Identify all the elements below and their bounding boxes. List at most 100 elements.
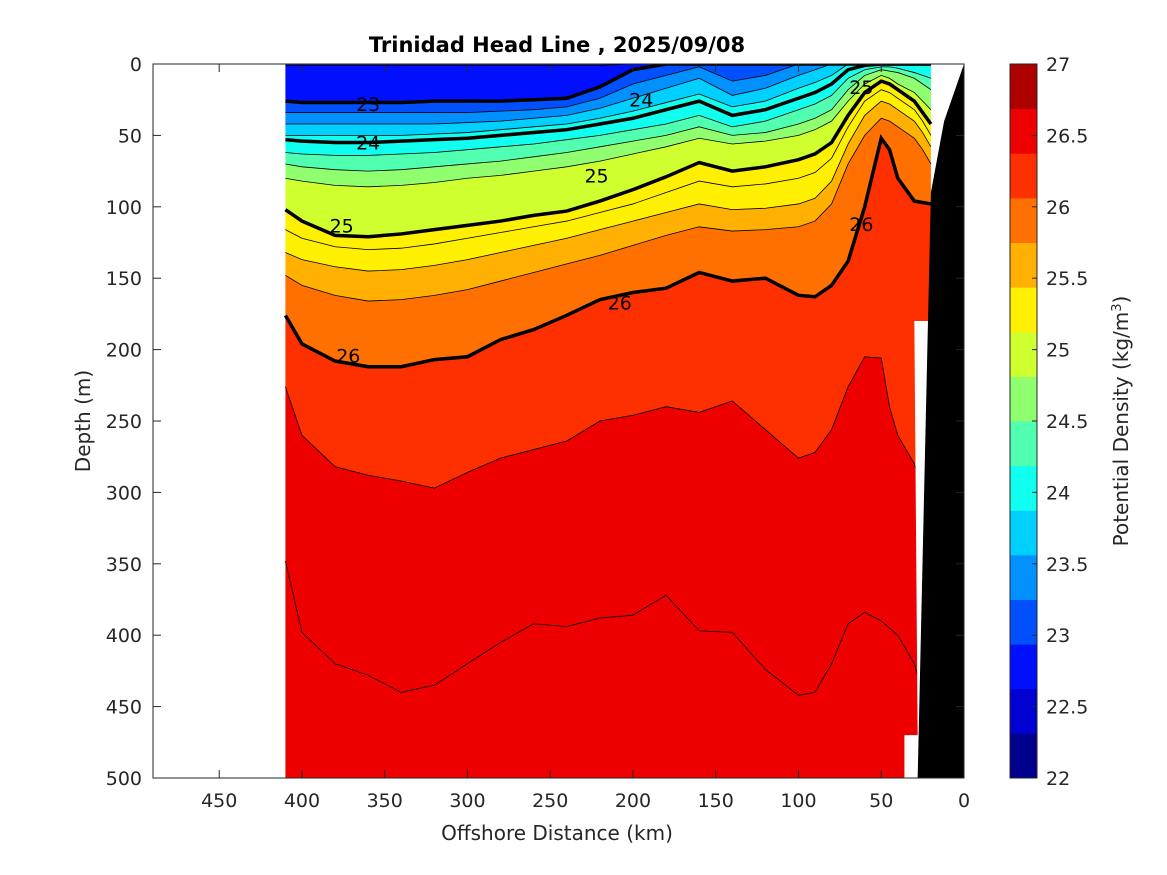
contour-label-26: 26: [849, 214, 873, 236]
isopycnal-26: [283, 134, 932, 369]
x-tick-label: 450: [201, 790, 237, 812]
x-tick-label: 100: [780, 790, 816, 812]
x-tick-label: 350: [367, 790, 403, 812]
colorbar-tick-label: 27: [1046, 54, 1070, 76]
x-tick-label: 0: [958, 790, 970, 812]
colorbar-segment: [1010, 510, 1037, 556]
x-tick-label: 300: [449, 790, 485, 812]
x-axis: 450 400 350 300 250 200 150 100 50 0: [201, 64, 970, 812]
density-band-23.5: [285, 64, 931, 136]
contour-label-26: 26: [336, 345, 360, 367]
colorbar-label-superscript: 3: [1110, 303, 1125, 311]
density-band-26.25: [285, 356, 931, 721]
y-tick-label: 150: [106, 268, 142, 290]
colorbar-segment: [1010, 554, 1037, 600]
y-tick-label: 0: [130, 54, 142, 76]
bathymetry-layer: [904, 64, 964, 778]
colorbar-segment: [1010, 108, 1037, 154]
density-band-24: [285, 64, 931, 156]
isopycnal-26.25: [285, 356, 932, 522]
contour-label-24: 24: [356, 133, 380, 155]
chart-title: Trinidad Head Line , 2025/09/08: [369, 33, 745, 57]
density-band-24.5: [285, 69, 931, 187]
y-tick-label: 50: [118, 125, 142, 147]
x-axis-label: Offshore Distance (km): [441, 821, 673, 845]
contour-label-25: 25: [849, 77, 873, 99]
contour-label-23: 23: [356, 94, 380, 116]
colorbar-segment: [1010, 64, 1037, 110]
density-band-25.5: [285, 101, 931, 302]
colorbar-tick-label: 23.5: [1046, 554, 1088, 576]
contour-label-25: 25: [584, 165, 608, 187]
colorbar-tick-label: 25: [1046, 340, 1070, 362]
colorbar-segment: [1010, 376, 1037, 422]
y-axis-label: Depth (m): [71, 370, 95, 472]
density-band-23.25: [285, 64, 931, 124]
isopycnal-24.5: [285, 69, 932, 172]
colorbar-segment: [1010, 421, 1037, 467]
density-band-25.75: [285, 118, 931, 367]
colorbar-segment: [1010, 688, 1037, 734]
x-tick-label: 400: [284, 790, 320, 812]
colorbar-label: Potential Density (kg/m3): [1109, 296, 1133, 547]
isopycnal-22.75: [285, 64, 931, 66]
contour-label-26: 26: [608, 292, 632, 314]
colorbar-segment: [1010, 197, 1037, 243]
isopycnal-24.25: [285, 66, 932, 156]
colorbar-tick-label: 26.5: [1046, 125, 1088, 147]
colorbar-segment: [1010, 331, 1037, 377]
colorbar-segment: [1010, 153, 1037, 199]
y-tick-label: 500: [106, 768, 142, 790]
density-band-26: [285, 138, 931, 521]
y-tick-label: 400: [106, 625, 142, 647]
sea-floor-shape: [917, 64, 964, 778]
isopycnal-25.25: [285, 89, 932, 251]
colorbar-label-end: ): [1109, 296, 1133, 304]
colorbar-tick-label: 25.5: [1046, 268, 1088, 290]
colorbar-segment: [1010, 242, 1037, 288]
colorbar-tick-label: 24.5: [1046, 411, 1088, 433]
contour-label-layer: 23 24 25 26 24 25 26 26 25: [330, 77, 874, 367]
x-tick-label: 250: [532, 790, 568, 812]
isopycnal-23.25: [285, 64, 931, 113]
colorbar-tick-label: 23: [1046, 625, 1070, 647]
contour-label-24: 24: [629, 90, 653, 112]
density-band-25: [285, 81, 931, 250]
y-tick-label: 300: [106, 482, 142, 504]
colorbar-tick-label: 22: [1046, 768, 1070, 790]
isopycnal-25.5: [285, 100, 932, 272]
colorbar-tick-label: 22.5: [1046, 697, 1088, 719]
isopycnal-23: [285, 64, 931, 105]
x-tick-label: 150: [698, 790, 734, 812]
y-tick-label: 200: [106, 340, 142, 362]
density-band-23: [285, 64, 931, 113]
isopycnal-25.75: [285, 117, 932, 302]
colorbar-tick-label: 24: [1046, 482, 1070, 504]
density-band-25.25: [285, 89, 931, 272]
x-tick-label: 200: [615, 790, 651, 812]
colorbar-segment: [1010, 733, 1037, 779]
x-tick-label: 50: [869, 790, 893, 812]
colorbar-segment: [1010, 599, 1037, 645]
colorbar-segment: [1010, 644, 1037, 690]
isopycnal-25: [284, 79, 933, 239]
isopycnal-26.5: [285, 560, 932, 721]
colorbar-tick-label: 26: [1046, 197, 1070, 219]
isopycnal-23.5: [285, 64, 931, 125]
colorbar: 22 22.5 23 23.5 24 24.5 25 25.5 26 26.5 27: [1009, 54, 1088, 790]
y-axis: 0 50 100 150 200 250 300 350 400 450 500: [106, 54, 964, 790]
density-band-24.75: [285, 75, 931, 237]
y-tick-label: 450: [106, 697, 142, 719]
isopycnal-24: [285, 64, 931, 145]
contour-line-layer: [283, 64, 933, 721]
y-tick-label: 250: [106, 411, 142, 433]
colorbar-segment: [1010, 287, 1037, 333]
density-band-24.25: [285, 66, 931, 172]
y-tick-label: 100: [106, 197, 142, 219]
isopycnal-24.75: [285, 74, 932, 188]
colorbar-segment: [1010, 465, 1037, 511]
isopycnal-23.75: [285, 64, 931, 136]
density-band-22.75: [285, 64, 931, 103]
y-tick-label: 350: [106, 554, 142, 576]
